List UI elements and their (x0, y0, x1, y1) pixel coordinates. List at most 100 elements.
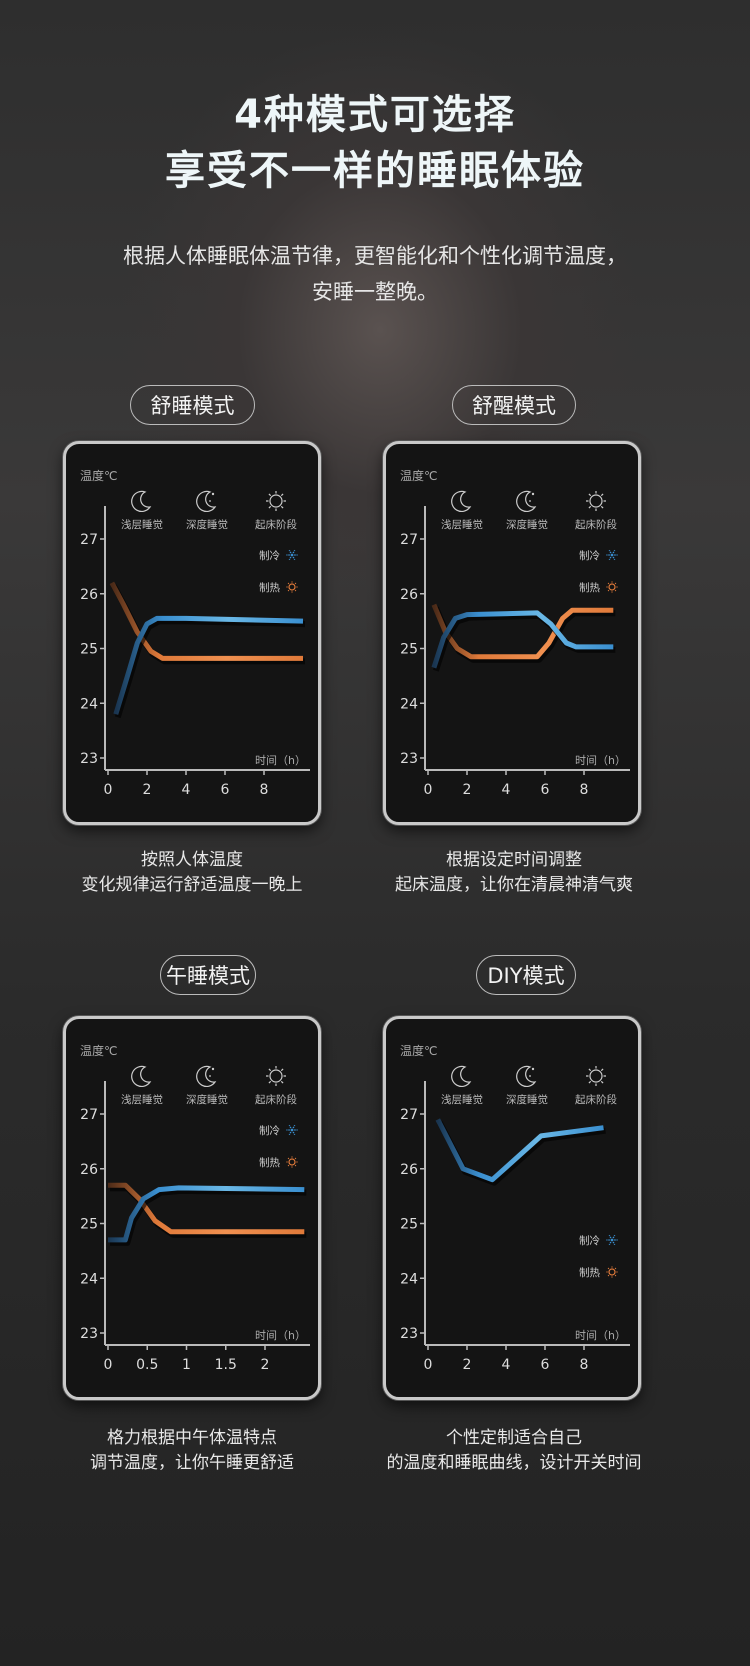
legend-label: 制热 (579, 1266, 600, 1279)
sun-core (608, 583, 616, 591)
y-axis-label: 温度℃ (80, 468, 117, 483)
legend-label: 制热 (259, 1156, 280, 1169)
legend-label: 制冷 (259, 1124, 280, 1137)
sun-icon (586, 1066, 606, 1086)
moon-shape (516, 1065, 537, 1088)
moon-icon (451, 1065, 472, 1088)
subtitle-line-2: 安睡一整晚。 (312, 280, 438, 304)
phase-label: 起床阶段 (575, 1093, 617, 1106)
subtitle-line-1: 根据人体睡眠体温节律，更智能化和个性化调节温度， (123, 244, 627, 268)
sun-ray (294, 589, 297, 592)
star-dot (529, 500, 531, 502)
y-tick-label: 25 (400, 642, 418, 658)
x-tick-label: 8 (580, 1357, 589, 1373)
sun-core (589, 494, 603, 508)
y-tick-label: 26 (400, 1162, 418, 1178)
legend-snowflake-icon (286, 549, 298, 561)
caption-line: 变化规律运行舒适温度一晚上 (81, 875, 303, 895)
x-tick-label: 2 (261, 1357, 270, 1373)
sun-ray (614, 1274, 617, 1277)
sun-ray (268, 1080, 272, 1084)
series-shadow (114, 618, 306, 719)
x-tick-label: 4 (182, 782, 191, 798)
chart-svg-2: 温度℃ 23 24 25 26 27 0 0.5 1 1.5 2 时间（h） 浅层睡觉 深度睡觉 起床阶段制… (80, 1043, 310, 1373)
snow-arm (288, 1129, 293, 1136)
phase-label: 深度睡觉 (506, 518, 548, 531)
sun-ray (607, 582, 610, 585)
phase-label: 浅层睡觉 (441, 518, 483, 531)
series-line-cooling (108, 1185, 305, 1243)
sun-ray (268, 505, 272, 509)
x-tick-label: 1.5 (215, 1357, 237, 1373)
caption-line: 起床温度，让你在清晨神清气爽 (395, 875, 633, 895)
x-tick-label: 8 (580, 782, 589, 798)
y-tick-label: 24 (400, 696, 418, 712)
x-tick-label: 4 (502, 782, 511, 798)
x-tick-label: 0.5 (136, 1357, 158, 1373)
sun-ray (588, 1080, 592, 1084)
sun-core (288, 1158, 296, 1166)
star-dot (531, 1067, 535, 1071)
x-axis-label: 时间（h） (255, 1329, 306, 1342)
series-line-heating (109, 581, 303, 661)
snow-arm (291, 1129, 296, 1136)
phase-label: 起床阶段 (255, 518, 297, 531)
sun-ray (588, 505, 592, 509)
x-tick-label: 8 (260, 782, 269, 798)
y-tick-label: 25 (80, 1217, 98, 1233)
y-tick-label: 24 (400, 1271, 418, 1287)
moon-shape (516, 490, 537, 513)
phase-label: 浅层睡觉 (121, 518, 163, 531)
mode-pill-sleep: 舒睡模式 (130, 385, 255, 425)
series-shadow (110, 1187, 307, 1246)
x-tick-label: 2 (143, 782, 152, 798)
moon-shape (196, 1065, 217, 1088)
mode-pill-nap: 午睡模式 (160, 955, 256, 995)
x-tick-label: 2 (463, 1357, 472, 1373)
sun-ray (287, 582, 290, 585)
sun-ray (600, 505, 604, 509)
sun-ray (294, 582, 297, 585)
series-line-heating (108, 1182, 305, 1235)
chart-panel-sleep: 温度℃ 23 24 25 26 27 0 2 4 6 8 时间（h） 浅层睡觉 深度睡觉 起床阶段 制冷 制热 (63, 441, 321, 825)
moon-shape (451, 1065, 472, 1088)
sun-ray (607, 1274, 610, 1277)
y-tick-label: 24 (80, 696, 98, 712)
title-line-2: 享受不一样的睡眠体验 (165, 148, 585, 194)
sun-ray (600, 1080, 604, 1084)
legend-snowflake-icon (606, 1234, 618, 1246)
star-dot (211, 492, 215, 496)
sun-ray (607, 1267, 610, 1270)
x-tick-label: 0 (104, 1357, 113, 1373)
sun-ray (280, 1080, 284, 1084)
star-dot (211, 1067, 215, 1071)
sun-ray (280, 505, 284, 509)
star-dot (531, 492, 535, 496)
star-dot (209, 1075, 211, 1077)
y-tick-label: 23 (80, 751, 98, 767)
chart-panel-nap: 温度℃ 23 24 25 26 27 0 0.5 1 1.5 2 时间（h） 浅层睡觉 深度睡觉 起床阶段制… (63, 1016, 321, 1400)
y-tick-label: 27 (80, 1107, 98, 1123)
phase-label: 浅层睡觉 (441, 1093, 483, 1106)
sun-core (288, 583, 296, 591)
phase-label: 起床阶段 (575, 518, 617, 531)
x-tick-label: 2 (463, 782, 472, 798)
y-tick-label: 23 (400, 1326, 418, 1342)
sun-ray (614, 582, 617, 585)
legend-label: 制热 (579, 581, 600, 594)
sun-icon (586, 491, 606, 511)
sun-ray (287, 1164, 290, 1167)
y-tick-label: 25 (80, 642, 98, 658)
caption-sleep: 按照人体温度 变化规律运行舒适温度一晚上 (27, 848, 357, 898)
sun-ray (280, 1068, 284, 1072)
sun-core (269, 1069, 283, 1083)
sun-ray (294, 1164, 297, 1167)
series-line-cooling (431, 610, 614, 669)
sun-ray (268, 493, 272, 497)
moon-stars-icon (516, 1065, 537, 1088)
snow-arm (288, 1124, 293, 1131)
caption-wake: 根据设定时间调整 起床温度，让你在清晨神清气爽 (349, 848, 679, 898)
caption-line: 格力根据中午体温特点 (107, 1428, 277, 1448)
legend-label: 制冷 (579, 549, 600, 562)
